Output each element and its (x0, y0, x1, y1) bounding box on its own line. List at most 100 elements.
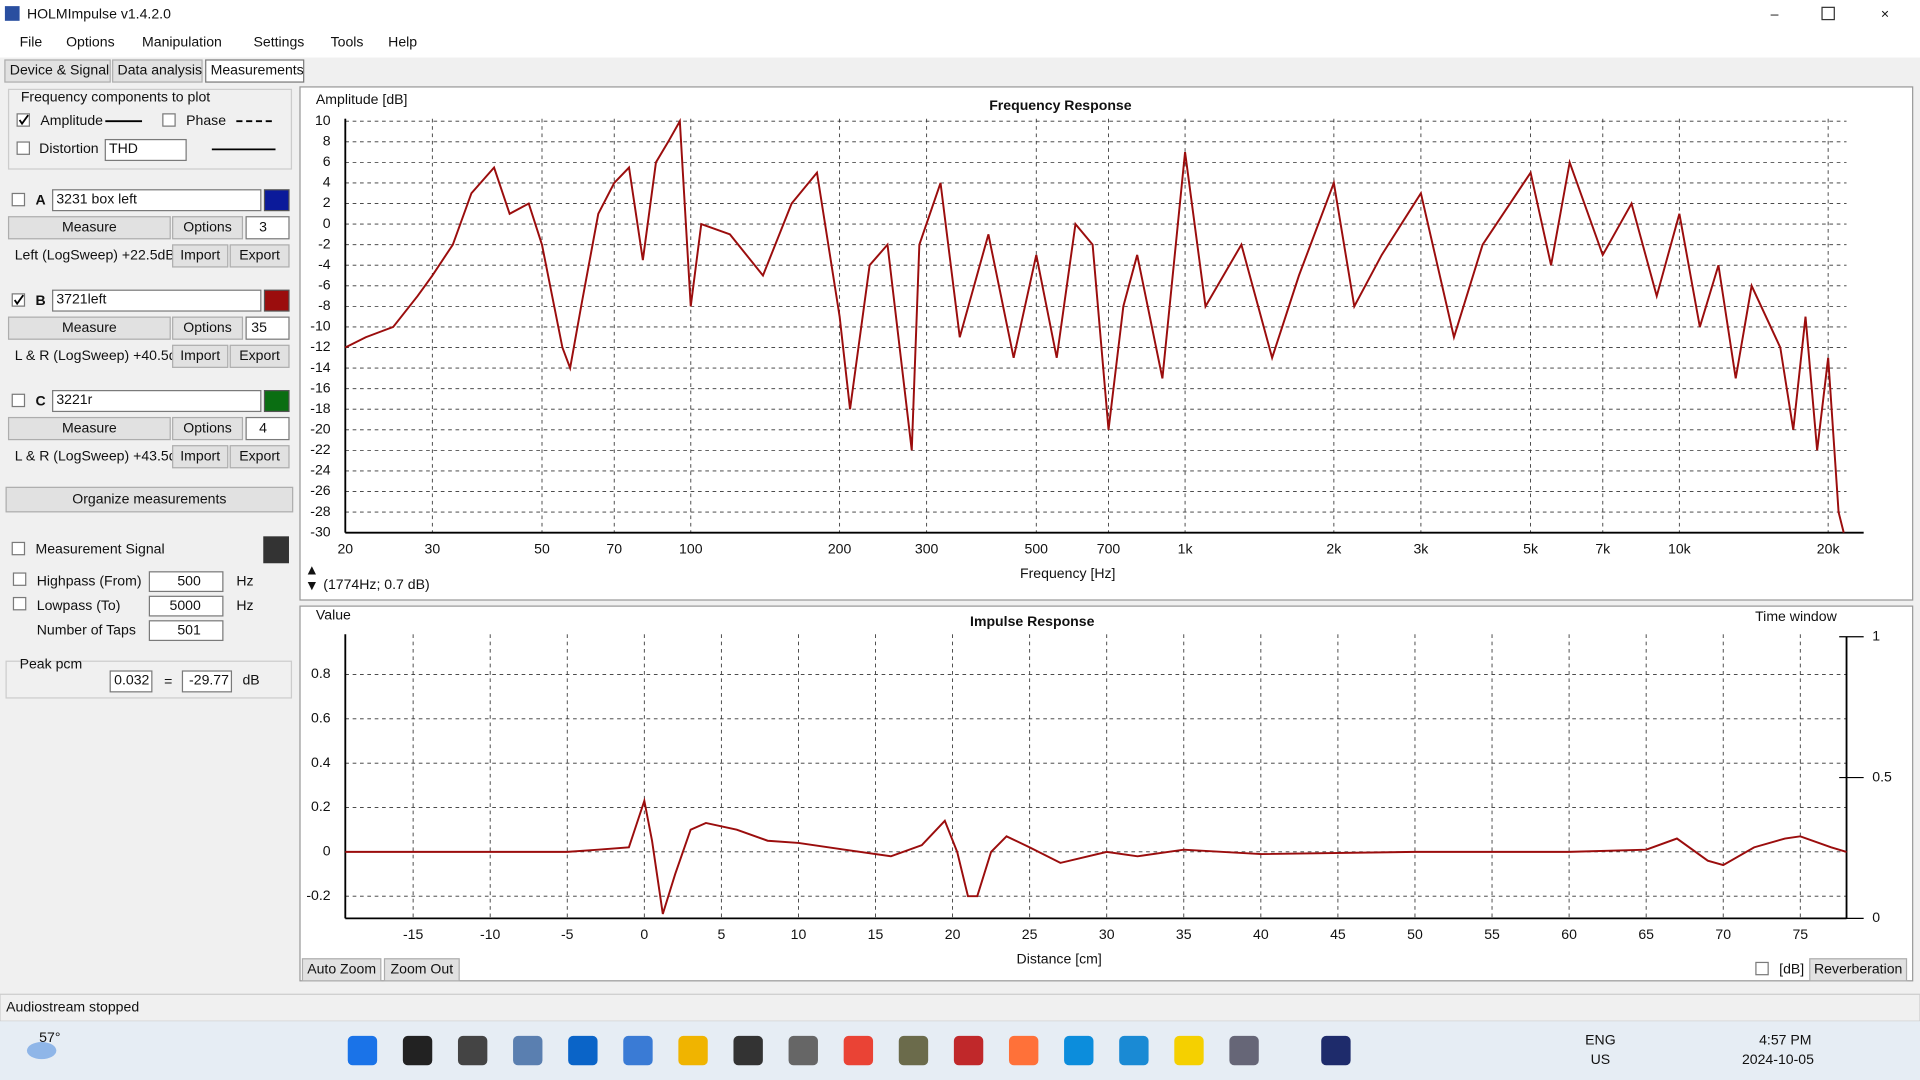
taskbar-icon[interactable] (1119, 1035, 1149, 1066)
taskbar-icon[interactable] (568, 1035, 598, 1066)
auto-zoom-button[interactable] (301, 958, 382, 982)
menu-item: File (20, 34, 43, 50)
measure-button-label: Measure (62, 419, 117, 435)
tab[interactable] (4, 59, 111, 83)
measure-button[interactable] (7, 416, 171, 441)
taskbar-icon[interactable] (513, 1035, 543, 1066)
x-tick-label: 60 (1561, 926, 1577, 942)
taskbar-icon[interactable] (1174, 1035, 1204, 1066)
taskbar-icon[interactable] (457, 1035, 488, 1066)
distortion-checkbox[interactable] (16, 141, 30, 155)
options-button[interactable] (172, 316, 244, 340)
tab[interactable] (112, 59, 203, 83)
taskbar-icon[interactable] (953, 1035, 984, 1066)
app-icon (4, 6, 20, 21)
peak-db-input[interactable] (181, 670, 233, 693)
import-button[interactable] (172, 445, 229, 469)
taskbar-icon[interactable] (1008, 1035, 1039, 1066)
taskbar-icon[interactable] (733, 1035, 763, 1066)
peak-db: -29.77 (189, 672, 229, 688)
scroll-down[interactable]: ▼ (305, 577, 319, 593)
measurement-color[interactable] (263, 189, 290, 212)
measure-button-label: Measure (62, 319, 117, 335)
options-button[interactable] (172, 416, 244, 441)
taskbar-icon[interactable] (623, 1035, 653, 1066)
measurement-combo[interactable] (52, 289, 262, 312)
measurement-combo[interactable] (52, 390, 262, 413)
zoom-out-button[interactable] (383, 958, 460, 982)
signal-checkbox[interactable] (11, 541, 26, 556)
import-button[interactable] (172, 344, 229, 368)
export-button[interactable] (229, 445, 290, 469)
scroll-up[interactable]: ▲ (305, 561, 319, 577)
maximize[interactable] (1821, 6, 1835, 21)
import-button-label: Import (180, 247, 220, 263)
lowpass-label: Lowpass (To) (37, 597, 121, 613)
taskbar-icon[interactable] (402, 1035, 433, 1066)
x-tick-label: -15 (403, 926, 424, 942)
y-tick-label: -24 (310, 462, 331, 478)
phase-label: Phase (186, 112, 226, 128)
measurement-checkbox[interactable] (11, 393, 26, 408)
count-spinner[interactable] (245, 316, 290, 340)
phase-checkbox[interactable] (162, 113, 176, 127)
taskbar-icon[interactable] (788, 1035, 818, 1066)
reverberation-button[interactable] (1809, 958, 1908, 982)
measurement-combo[interactable] (52, 189, 262, 212)
peak-input[interactable] (109, 670, 153, 693)
tab[interactable] (205, 59, 305, 83)
count-value: 3 (259, 218, 267, 234)
x-tick-label: 20 (337, 541, 353, 557)
lowpass-checkbox[interactable] (12, 596, 27, 611)
count-spinner[interactable] (245, 216, 290, 240)
menu-item: Settings (253, 34, 304, 50)
close[interactable]: × (1881, 5, 1889, 21)
taskbar-icon[interactable] (347, 1035, 378, 1066)
export-button-label: Export (239, 347, 280, 363)
taskbar-icon[interactable] (843, 1035, 874, 1066)
peak-label: Peak pcm (20, 656, 83, 672)
measure-button[interactable] (7, 316, 171, 340)
measure-button[interactable] (7, 216, 171, 240)
measurement-info: L & R (LogSweep) +40.5dB (15, 347, 186, 363)
measurement-name: 3231 box left (56, 190, 137, 206)
x-tick-label: 70 (1715, 926, 1731, 942)
highpass-input[interactable] (148, 571, 224, 593)
peak-equals: = (164, 673, 172, 689)
minimize[interactable]: – (1771, 5, 1779, 21)
taskbar-icon[interactable] (678, 1035, 708, 1066)
x-tick-label: 35 (1176, 926, 1192, 942)
export-button[interactable] (229, 344, 290, 368)
highpass-checkbox[interactable] (12, 572, 27, 586)
x-tick-label: 75 (1792, 926, 1808, 942)
amplitude-label: Amplitude (40, 112, 103, 128)
import-button[interactable] (172, 244, 229, 268)
region: US (1591, 1051, 1611, 1067)
taskbar-icon[interactable] (1229, 1035, 1259, 1066)
distortion-dropdown[interactable] (104, 138, 187, 162)
taskbar-icon[interactable] (1064, 1035, 1094, 1066)
db-checkbox[interactable] (1755, 961, 1769, 976)
clock-time: 4:57 PM (1759, 1032, 1811, 1048)
lowpass-input[interactable] (148, 595, 224, 617)
measurement-info: Left (LogSweep) +22.5dB (15, 247, 175, 263)
x-tick-label: 3k (1413, 541, 1429, 557)
x-axis-title: Distance [cm] (1017, 951, 1102, 967)
measurement-checkbox[interactable] (11, 192, 26, 207)
signal-color[interactable] (263, 536, 289, 564)
taps-input[interactable] (148, 620, 224, 642)
organize-button[interactable] (5, 486, 294, 513)
taskbar-icon[interactable] (1321, 1035, 1351, 1066)
measurement-color[interactable] (263, 289, 290, 312)
options-button[interactable] (172, 216, 244, 240)
export-button[interactable] (229, 244, 290, 268)
data-line (344, 117, 1845, 533)
highpass-label: Highpass (From) (37, 572, 142, 588)
x-tick-label: 30 (1099, 926, 1115, 942)
y-tick-label: -2 (318, 235, 331, 251)
y-tick-label: 0.6 (311, 710, 331, 726)
measurement-color[interactable] (263, 390, 290, 413)
y-tick-label: 6 (323, 153, 331, 169)
count-spinner[interactable] (245, 416, 290, 441)
taskbar-icon[interactable] (898, 1035, 929, 1066)
